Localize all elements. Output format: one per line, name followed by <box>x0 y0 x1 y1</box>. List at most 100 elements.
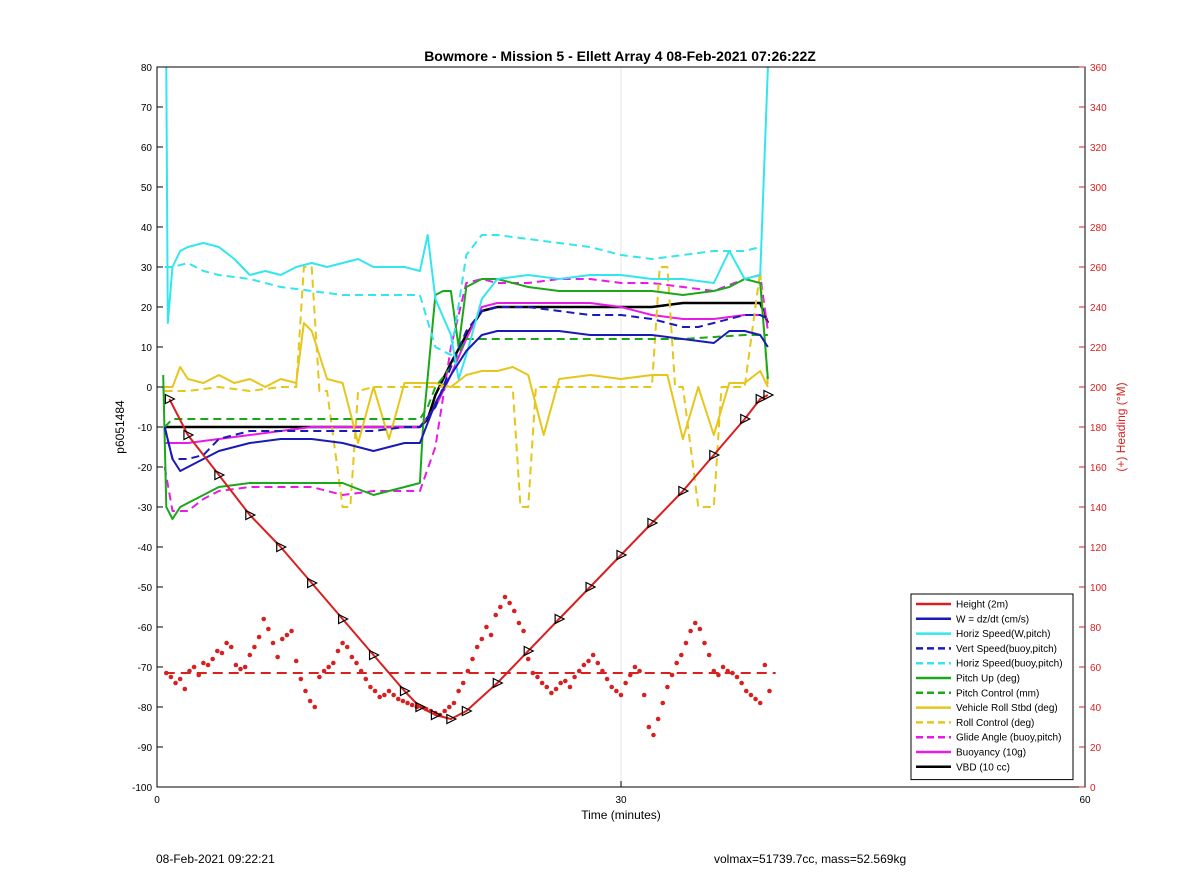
y-tick-label: 60 <box>141 143 153 154</box>
heading-point <box>595 660 601 666</box>
y-tick-label: 20 <box>141 303 153 314</box>
legend-label: Buoyancy (10g) <box>956 748 1026 759</box>
heading-point <box>224 640 229 646</box>
heading-point <box>377 694 383 700</box>
height-marker <box>554 613 566 625</box>
height-marker <box>183 429 195 441</box>
legend-label: Vert Speed(buoy,pitch) <box>956 644 1057 655</box>
heading-point <box>344 644 350 650</box>
heading-point <box>205 662 211 668</box>
x-tick-label: 0 <box>154 795 160 806</box>
series-line <box>163 306 769 460</box>
right-tick-label: 60 <box>1090 663 1102 674</box>
series-line <box>162 278 769 520</box>
heading-point <box>303 688 308 694</box>
heading-point <box>187 668 192 674</box>
legend-label: Glide Angle (buoy,pitch) <box>956 733 1061 744</box>
heading-point <box>173 680 178 686</box>
heading-point <box>739 680 744 686</box>
heading-point <box>748 692 754 698</box>
heading-point <box>553 686 559 692</box>
height-marker <box>740 413 752 425</box>
heading-point <box>349 654 355 660</box>
y-tick-label: 50 <box>141 183 153 194</box>
heading-point <box>321 668 327 674</box>
height-marker <box>492 677 504 689</box>
heading-series <box>163 594 776 738</box>
heading-point <box>400 698 406 704</box>
heading-point <box>651 732 656 738</box>
right-tick-label: 300 <box>1090 183 1107 194</box>
y-tick-label: 80 <box>141 63 153 74</box>
bottom-axis: 0 30 60 <box>154 781 1091 806</box>
heading-point <box>242 664 248 670</box>
legend-box <box>910 593 1074 781</box>
y-tick-label: 10 <box>141 343 153 354</box>
heading-point <box>692 620 698 626</box>
heading-point <box>177 676 183 682</box>
heading-point <box>238 666 243 672</box>
heading-point <box>270 640 276 646</box>
heading-point <box>614 688 619 694</box>
y-tick-label: 70 <box>141 103 153 114</box>
heading-point <box>507 600 512 606</box>
y-tick-label: 0 <box>146 383 152 394</box>
heading-point <box>298 676 304 682</box>
height-marker <box>338 613 349 625</box>
heading-point <box>623 680 628 686</box>
heading-point <box>293 658 299 664</box>
heading-point <box>368 684 373 690</box>
heading-point <box>196 672 202 678</box>
heading-point <box>460 680 466 686</box>
heading-point <box>674 660 679 666</box>
heading-point <box>734 674 740 680</box>
height-marker <box>647 517 659 529</box>
heading-point <box>525 656 531 662</box>
heading-point <box>549 690 554 696</box>
legend-label: Horiz Speed(W,pitch) <box>956 629 1050 640</box>
height-marker <box>430 709 442 721</box>
series-line <box>164 266 769 508</box>
heading-point <box>688 628 693 634</box>
right-axis: 0 20 40 60 80 100 120 140 160 180 200 220 240 260 280 3… <box>1079 63 1107 794</box>
y-tick-label: -70 <box>138 663 153 674</box>
heading-point <box>228 644 234 650</box>
series-line <box>164 234 761 356</box>
heading-point <box>409 702 415 708</box>
heading-point <box>743 688 749 694</box>
height-marker <box>245 509 257 521</box>
height-marker <box>678 485 690 497</box>
series-line <box>168 394 769 720</box>
heading-point <box>637 668 642 674</box>
series-line <box>163 334 768 428</box>
legend-label: Pitch Up (deg) <box>956 674 1020 685</box>
heading-point <box>247 652 253 658</box>
heading-point <box>382 692 387 698</box>
heading-point <box>210 656 215 662</box>
heading-point <box>641 692 647 698</box>
series-line <box>163 330 769 472</box>
y-tick-label: -20 <box>138 463 153 474</box>
heading-point <box>757 700 763 706</box>
heading-point <box>539 680 545 686</box>
legend-label: Roll Control (deg) <box>956 718 1034 729</box>
heading-point <box>502 594 508 600</box>
heading-point <box>544 684 550 690</box>
right-tick-label: 80 <box>1090 623 1102 634</box>
y-tick-label: -60 <box>138 623 153 634</box>
heading-point <box>655 716 661 722</box>
heading-point <box>233 662 239 668</box>
legend-label: VBD (10 cc) <box>956 762 1010 773</box>
right-tick-label: 220 <box>1090 343 1107 354</box>
heading-point <box>363 676 369 682</box>
footer-info: volmax=51739.7cc, mass=52.569kg <box>714 852 907 866</box>
y-axis-label: p6051484 <box>113 400 127 454</box>
heading-point <box>386 688 392 694</box>
heading-point <box>484 624 489 630</box>
heading-point <box>372 688 378 694</box>
height-markers <box>164 389 775 725</box>
right-tick-label: 180 <box>1090 423 1107 434</box>
heading-point <box>182 686 188 692</box>
height-marker <box>763 389 775 401</box>
